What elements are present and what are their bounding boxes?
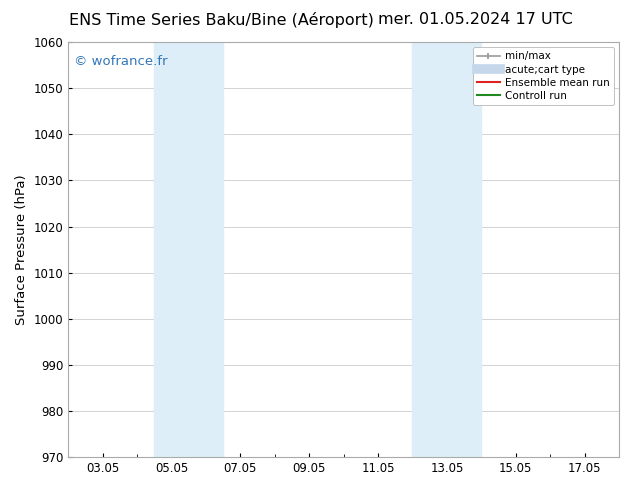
Bar (413, 42, 481, 457)
Y-axis label: Surface Pressure (hPa): Surface Pressure (hPa) (15, 174, 28, 325)
Bar (154, 42, 223, 457)
Text: © wofrance.fr: © wofrance.fr (74, 54, 167, 68)
Legend: min/max, acute;cart type, Ensemble mean run, Controll run: min/max, acute;cart type, Ensemble mean … (472, 47, 614, 105)
Text: mer. 01.05.2024 17 UTC: mer. 01.05.2024 17 UTC (378, 12, 573, 27)
Text: ENS Time Series Baku/Bine (Aéroport): ENS Time Series Baku/Bine (Aéroport) (70, 12, 374, 28)
